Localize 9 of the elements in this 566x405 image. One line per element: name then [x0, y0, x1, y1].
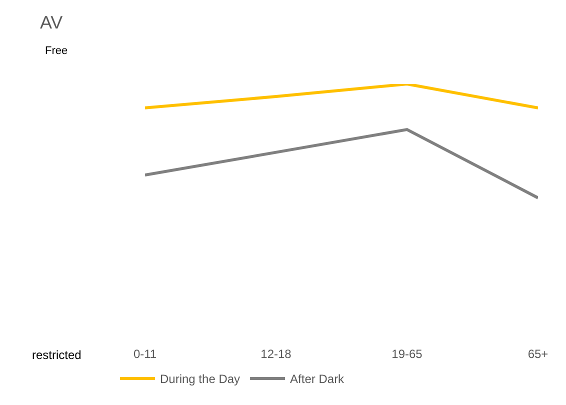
- legend-label: During the Day: [160, 372, 240, 386]
- x-tick-label: 0-11: [133, 347, 157, 361]
- x-tick-label: 19-65: [392, 347, 423, 361]
- x-tick-label: 65+: [528, 347, 548, 361]
- chart-title: AV: [40, 12, 63, 32]
- legend-label: After Dark: [290, 372, 346, 386]
- text: restricted: [32, 348, 82, 362]
- x-tick-label: 12-18: [260, 347, 292, 361]
- text: Free: [45, 45, 68, 57]
